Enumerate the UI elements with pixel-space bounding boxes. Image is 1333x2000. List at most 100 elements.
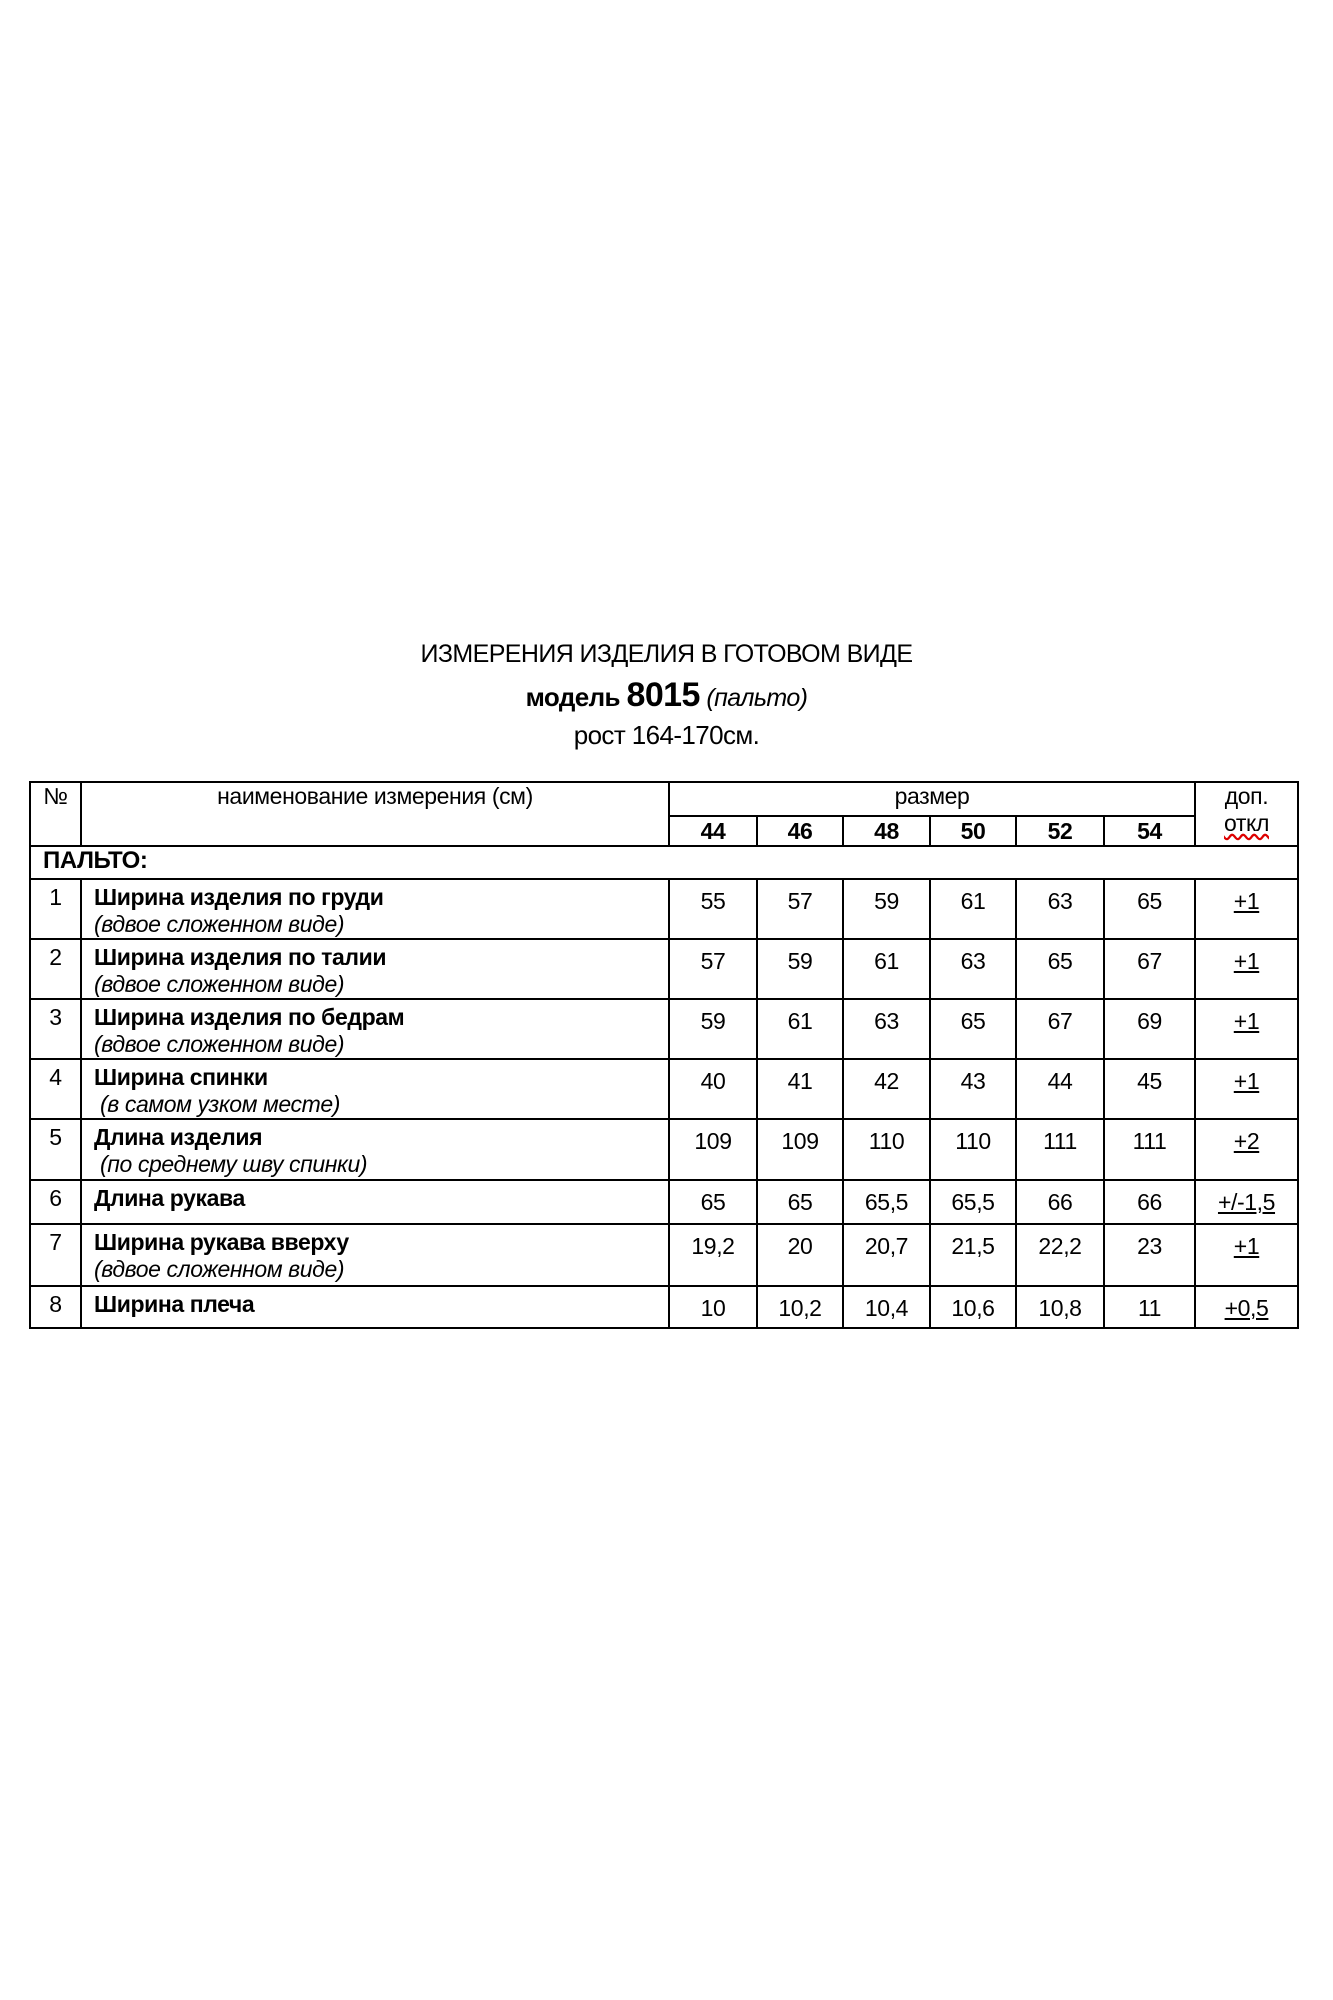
- size-value: 40: [668, 1058, 758, 1120]
- measurement-title: Ширина изделия по талии: [94, 944, 387, 970]
- tolerance-line-2: откл: [1224, 810, 1269, 836]
- measurement-title: Ширина изделия по бедрам: [94, 1004, 405, 1030]
- measurement-name: Длина рукава: [80, 1179, 670, 1225]
- tolerance-value: +1: [1194, 878, 1299, 940]
- tolerance-text: +0,5: [1224, 1295, 1269, 1321]
- size-header: 52: [1015, 815, 1105, 847]
- size-value: 59: [668, 998, 758, 1060]
- measurements-table: № наименование измерения (см) размер доп…: [29, 781, 1299, 1329]
- size-value: 65,5: [842, 1179, 931, 1225]
- size-header: 54: [1103, 815, 1196, 847]
- size-value: 65: [1103, 878, 1196, 940]
- size-value: 67: [1015, 998, 1105, 1060]
- size-value: 65,5: [929, 1179, 1017, 1225]
- row-number: 1: [29, 878, 82, 940]
- size-value: 67: [1103, 938, 1196, 1000]
- size-value: 63: [929, 938, 1017, 1000]
- size-header: 48: [842, 815, 931, 847]
- size-value: 65: [1015, 938, 1105, 1000]
- measurement-title: Ширина изделия по груди: [94, 884, 384, 910]
- size-value: 59: [756, 938, 844, 1000]
- table-row: 3 Ширина изделия по бедрам (вдвое сложенно…: [29, 998, 1299, 1060]
- tolerance-line-1: доп.: [1224, 783, 1269, 809]
- size-value: 61: [929, 878, 1017, 940]
- measurement-note: (вдвое сложенном виде): [94, 1256, 345, 1282]
- tolerance-value: +1: [1194, 938, 1299, 1000]
- size-header: 46: [756, 815, 844, 847]
- size-value: 55: [668, 878, 758, 940]
- measurement-name: Ширина изделия по бедрам (вдвое сложенном…: [80, 998, 670, 1060]
- size-value: 59: [842, 878, 931, 940]
- size-value: 57: [756, 878, 844, 940]
- table-row: 2 Ширина изделия по талии (вдвое сложенном…: [29, 938, 1299, 1000]
- size-value: 57: [668, 938, 758, 1000]
- measurement-note: (в самом узком месте): [94, 1091, 341, 1117]
- size-value: 61: [756, 998, 844, 1060]
- measurement-note: (вдвое сложенном виде): [94, 911, 345, 937]
- row-number: 4: [29, 1058, 82, 1120]
- tolerance-text: +1: [1233, 1008, 1260, 1034]
- row-number: 5: [29, 1118, 82, 1181]
- size-value: 63: [1015, 878, 1105, 940]
- size-value: 65: [668, 1179, 758, 1225]
- table-row: 4 Ширина спинки (в самом узком месте) 40 41…: [29, 1058, 1299, 1120]
- measurement-note: (по среднему шву спинки): [94, 1151, 368, 1177]
- measurement-name: Ширина плеча: [80, 1285, 670, 1329]
- section-label: ПАЛЬТО:: [29, 845, 1299, 880]
- size-value: 10,8: [1015, 1285, 1105, 1329]
- size-value: 65: [929, 998, 1017, 1060]
- size-value: 10,6: [929, 1285, 1017, 1329]
- model-number: 8015: [626, 676, 701, 714]
- size-value: 66: [1015, 1179, 1105, 1225]
- size-value: 10,4: [842, 1285, 931, 1329]
- tolerance-value: +1: [1194, 1223, 1299, 1287]
- model-label: модель: [525, 682, 621, 712]
- measurement-name: Длина изделия (по среднему шву спинки): [80, 1118, 670, 1181]
- measurement-name: Ширина рукава вверху (вдвое сложенном вид…: [80, 1223, 670, 1287]
- tolerance-value: +1: [1194, 998, 1299, 1060]
- size-value: 110: [842, 1118, 931, 1181]
- tolerance-value: +0,5: [1194, 1285, 1299, 1329]
- size-value: 41: [756, 1058, 844, 1120]
- header-name: наименование измерения (см): [80, 781, 670, 847]
- measurement-name: Ширина изделия по груди (вдвое сложенном …: [80, 878, 670, 940]
- size-header: 50: [929, 815, 1017, 847]
- size-value: 110: [929, 1118, 1017, 1181]
- size-value: 111: [1015, 1118, 1105, 1181]
- measurement-title: Длина рукава: [94, 1185, 245, 1211]
- tolerance-text: +2: [1233, 1128, 1260, 1154]
- size-value: 23: [1103, 1223, 1196, 1287]
- size-value: 43: [929, 1058, 1017, 1120]
- size-header: 44: [668, 815, 758, 847]
- header-tolerance: доп. откл: [1194, 781, 1299, 847]
- sizes-row: 44 46 48 50 52 54: [30, 815, 1298, 847]
- tolerance-text: +1: [1233, 888, 1260, 914]
- table-row: 1 Ширина изделия по груди (вдвое сложенном…: [29, 878, 1299, 940]
- measurement-note: (вдвое сложенном виде): [94, 971, 345, 997]
- measurement-name: Ширина изделия по талии (вдвое сложенном …: [80, 938, 670, 1000]
- size-value: 21,5: [929, 1223, 1017, 1287]
- measurement-title: Ширина спинки: [94, 1064, 268, 1090]
- size-value: 63: [842, 998, 931, 1060]
- size-value: 20,7: [842, 1223, 931, 1287]
- row-number: 6: [29, 1179, 82, 1225]
- tolerance-text: +1: [1233, 1068, 1260, 1094]
- model-type: (пальто): [706, 684, 808, 712]
- table-row: 5 Длина изделия (по среднему шву спинки) 1…: [29, 1118, 1299, 1181]
- header-size: размер: [668, 781, 1196, 817]
- tolerance-text: +/-1,5: [1217, 1189, 1276, 1215]
- row-number: 2: [29, 938, 82, 1000]
- size-value: 61: [842, 938, 931, 1000]
- tolerance-value: +2: [1194, 1118, 1299, 1181]
- size-value: 22,2: [1015, 1223, 1105, 1287]
- measurement-title: Длина изделия: [94, 1124, 263, 1150]
- measurement-title: Ширина плеча: [94, 1291, 255, 1317]
- size-value: 45: [1103, 1058, 1196, 1120]
- table-row: 7 Ширина рукава вверху (вдвое сложенном ви…: [29, 1223, 1299, 1287]
- size-value: 65: [756, 1179, 844, 1225]
- size-value: 111: [1103, 1118, 1196, 1181]
- size-value: 66: [1103, 1179, 1196, 1225]
- size-value: 11: [1103, 1285, 1196, 1329]
- tolerance-text: +1: [1233, 1233, 1260, 1259]
- measurement-name: Ширина спинки (в самом узком месте): [80, 1058, 670, 1120]
